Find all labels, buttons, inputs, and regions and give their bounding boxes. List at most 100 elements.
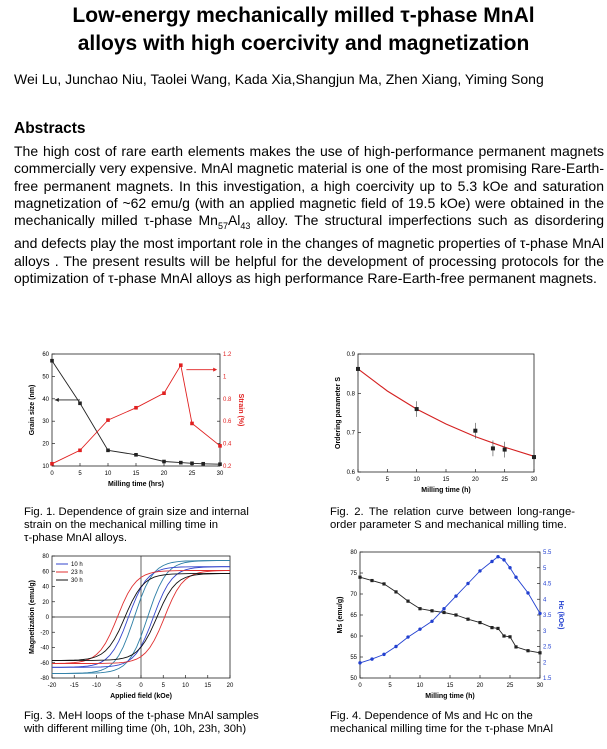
figure-3-mh-loops-chart: -20 -15 -10 -5 0 5 10 15 20 -80 -60 -40 -20 0 20 40 60 80…	[29, 554, 234, 700]
hc-point	[496, 555, 500, 559]
y-axis-label: Grain size (nm)	[29, 385, 36, 436]
hc-point	[466, 581, 470, 586]
ms-point	[382, 582, 386, 586]
y2-axis-label: Strain (%)	[237, 394, 244, 427]
x-tick-label: 10	[417, 683, 424, 689]
ms-point	[370, 578, 374, 583]
legend-label: 10 h	[71, 562, 83, 568]
x-tick-label: 10	[105, 471, 112, 477]
x-tick-label: 15	[447, 683, 454, 689]
strain-point	[218, 444, 222, 448]
hc-line	[359, 556, 541, 664]
y2-tick-label: 5.5	[543, 550, 552, 556]
hc-point	[418, 627, 422, 631]
y2-axis-label: Hc (kOe)	[557, 601, 564, 630]
y-tick-label: 0.6	[347, 470, 356, 476]
data-point	[473, 428, 478, 433]
y2-tick-label: 3	[543, 629, 547, 635]
x-tick-label: 25	[189, 471, 196, 477]
y2-tick-label: 2.5	[543, 645, 552, 651]
strain-point	[106, 418, 110, 422]
strain-point	[190, 421, 194, 426]
abstract-part-2: Al	[227, 212, 241, 229]
y2-tick-label: 0.6	[223, 419, 232, 425]
figure-2-caption: Fig. 2. The relation curve between long-…	[330, 506, 575, 531]
x-tick-label: 5	[388, 683, 392, 689]
ms-point	[514, 645, 518, 649]
x-tick-label: 25	[507, 683, 514, 689]
ms-point	[358, 575, 362, 579]
grain-size-point	[201, 461, 205, 466]
x-tick-label: 30	[531, 477, 538, 483]
hc-point	[430, 619, 434, 623]
y2-tick-label: 5	[543, 566, 547, 572]
strain-point	[179, 363, 183, 367]
y2-tick-label: 0.4	[223, 442, 232, 448]
grain-arrow-head	[54, 397, 59, 402]
y2-tick-label: 0.2	[223, 464, 232, 470]
hc-point	[382, 652, 386, 657]
title-line-2: alloys with high coercivity and magnetiz…	[77, 32, 530, 55]
ms-point	[508, 635, 512, 639]
y-tick-label: 60	[350, 634, 357, 640]
loop-branch-descending	[52, 570, 230, 664]
hc-point	[358, 661, 362, 665]
x-tick-label: 5	[162, 683, 166, 689]
ms-point	[496, 626, 500, 631]
x-tick-label: 0	[50, 471, 54, 477]
fit-curve	[357, 368, 535, 457]
figure-1-caption-tail: τ-phase MnAl alloys.	[24, 532, 128, 544]
x-tick-label: 20	[472, 477, 479, 483]
legend-label: 23 h	[71, 570, 83, 576]
hc-point	[454, 594, 458, 598]
data-point	[356, 366, 360, 371]
ms-line	[359, 576, 541, 654]
grain-size-point	[190, 461, 194, 466]
y2-tick-label: 4	[543, 597, 547, 603]
y-tick-label: -20	[40, 630, 49, 636]
loop-branch-ascending	[52, 566, 230, 668]
y2-tick-label: 2	[543, 660, 547, 666]
y2-tick-label: 4.5	[543, 582, 552, 588]
ms-point	[502, 634, 506, 638]
y-tick-label: 30	[42, 419, 49, 425]
abstract-part-1: The high cost of rare earth elements mak…	[14, 143, 604, 229]
y-tick-label: 60	[42, 569, 49, 575]
figure-2-ordering-parameter-chart: 0 5 10 15 20 25 30 0.6 0.7 0.8 0.9 Milling time (h)…	[335, 352, 538, 494]
strain-point	[134, 405, 138, 410]
y-tick-label: 0	[46, 615, 50, 621]
hc-point	[370, 657, 374, 661]
ms-point	[418, 607, 422, 611]
data-point	[490, 446, 495, 451]
x-tick-label: -10	[92, 683, 101, 689]
grain-size-point	[78, 401, 82, 406]
hc-point	[394, 644, 398, 649]
ms-point	[406, 599, 410, 603]
x-tick-label: 15	[133, 471, 140, 477]
y2-tick-label: 1.2	[223, 352, 232, 358]
hc-point	[514, 575, 518, 579]
y-tick-label: 60	[42, 352, 49, 358]
abstract-subscript-1: 57	[217, 220, 228, 231]
x-tick-label: -5	[116, 683, 122, 689]
abstract-heading: Abstracts	[14, 120, 86, 137]
figure-1-grain-size-strain-chart: 0 5 10 15 20 25 30 10 20 30 40 50 60 Milling time (hr…	[29, 352, 244, 488]
plot-frame	[51, 353, 221, 467]
y-tick-label: 75	[350, 571, 357, 577]
y-tick-label: 20	[42, 442, 49, 448]
x-axis-label: Milling time (hrs)	[108, 481, 164, 488]
x-tick-label: 30	[217, 471, 224, 477]
x-tick-label: 30	[537, 683, 544, 689]
grain-size-point	[50, 358, 54, 363]
y-tick-label: 80	[350, 550, 357, 556]
data-point	[414, 407, 419, 412]
legend-label: 30 h	[71, 578, 83, 584]
plot-frame	[359, 551, 541, 679]
x-tick-label: 10	[182, 683, 189, 689]
ms-point	[430, 609, 434, 613]
x-tick-label: 20	[227, 683, 234, 689]
y-tick-label: 0.9	[347, 352, 356, 358]
grain-size-line	[51, 360, 221, 465]
y2-tick-label: 1	[223, 374, 227, 380]
